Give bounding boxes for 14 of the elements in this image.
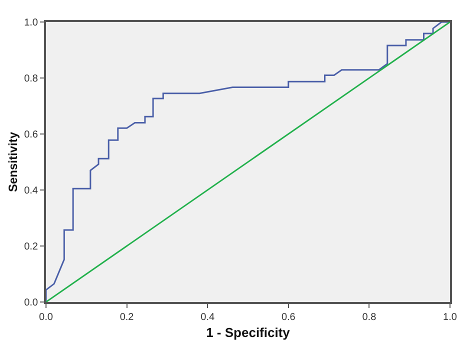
y-tick-label: 0.4 [24,186,38,196]
y-tick-label: 0.6 [24,130,38,140]
x-axis-title: 1 - Specificity [206,325,291,340]
y-tick-label: 0.2 [24,242,38,252]
x-tick-label: 0.8 [362,312,377,323]
y-axis-title: Sensitivity [6,132,20,192]
y-tick-label: 1.0 [24,18,38,28]
x-tick-label: 0.0 [39,312,54,323]
x-tick-label: 0.4 [200,312,215,323]
y-tick-label: 0.8 [24,74,38,84]
y-tick-label: 0.0 [24,298,38,308]
x-tick-label: 0.2 [120,312,134,323]
x-tick-label: 1.0 [443,312,458,323]
x-tick-label: 0.6 [281,312,296,323]
